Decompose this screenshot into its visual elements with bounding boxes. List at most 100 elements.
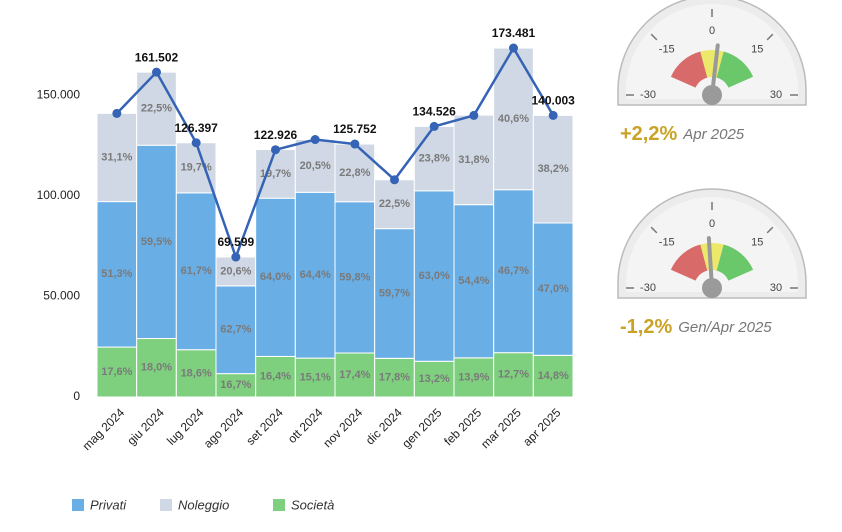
legend-swatch	[273, 499, 285, 511]
total-label: 125.752	[333, 122, 377, 136]
total-label: 161.502	[135, 50, 179, 64]
gauge-tick-label: 0	[709, 25, 715, 37]
segment-label: 16,7%	[220, 379, 251, 391]
y-tick-label: 150.000	[37, 87, 81, 101]
y-tick-label: 100.000	[37, 188, 81, 202]
segment-label: 64,4%	[300, 269, 331, 281]
bar-segment	[255, 355, 296, 398]
bar-segment	[175, 349, 217, 398]
x-tick-label: gen 2025	[399, 405, 445, 451]
total-point	[548, 110, 558, 120]
segment-label: 64,0%	[260, 271, 291, 283]
segment-label: 54,4%	[458, 275, 489, 287]
gauge-value: +2,2% Apr 2025	[620, 123, 745, 145]
y-tick-label: 0	[73, 389, 80, 403]
gauge-tick-label: 30	[770, 89, 782, 101]
gauge-tick-label: -30	[640, 282, 656, 294]
legend-label: Noleggio	[178, 497, 229, 512]
gauge-hub	[702, 278, 722, 298]
total-line	[115, 45, 555, 261]
gauge-tick-label: -15	[659, 44, 675, 56]
segment-label: 63,0%	[419, 270, 450, 282]
total-point	[112, 108, 122, 118]
segment-label: 20,5%	[300, 160, 331, 172]
gauge-value-text: -1,2%	[620, 316, 672, 338]
segment-label: 46,7%	[498, 265, 529, 277]
total-point	[271, 145, 280, 155]
segment-label: 14,8%	[538, 370, 569, 382]
y-tick-label: 50.000	[43, 289, 80, 303]
segment-label: 13,9%	[458, 371, 489, 383]
total-point	[350, 139, 360, 149]
segment-label: 20,6%	[220, 265, 251, 277]
bar-segment	[334, 143, 376, 203]
segment-label: 47,0%	[538, 283, 569, 295]
segment-label: 31,8%	[458, 154, 489, 166]
gauge-tick-label: 15	[751, 44, 763, 56]
bar-segment	[136, 144, 177, 340]
bar-segment	[374, 179, 415, 230]
segment-label: 18,0%	[141, 362, 172, 374]
bar-segment	[255, 197, 296, 357]
gauge-tick	[650, 33, 658, 41]
bar-segment	[96, 201, 138, 348]
gauge-tick-label: 30	[770, 282, 782, 294]
segment-label: 31,1%	[101, 151, 132, 163]
bar-segment	[413, 125, 455, 192]
total-point	[390, 175, 399, 185]
segment-label: 23,8%	[419, 153, 450, 165]
segment-label: 59,8%	[339, 271, 370, 283]
segment-label: 61,7%	[181, 265, 212, 277]
total-point	[231, 252, 241, 262]
total-label: 134.526	[412, 105, 456, 119]
legend-swatch	[160, 499, 172, 511]
segment-label: 59,7%	[379, 287, 410, 299]
gauge-period: Gen/Apr 2025	[678, 319, 772, 336]
x-tick-label: giu 2024	[124, 405, 167, 448]
gauge-tick-label: 0	[709, 218, 715, 230]
gauge-tick-label: -30	[640, 89, 656, 101]
gauge-tick	[766, 33, 774, 41]
legend-label: Società	[291, 497, 334, 512]
bar-segment	[334, 352, 376, 398]
gauge-zone	[670, 51, 708, 88]
segment-label: 62,7%	[220, 324, 251, 336]
total-label: 173.481	[492, 26, 536, 40]
total-point	[469, 110, 479, 120]
gauge-tick-label: 15	[751, 237, 763, 249]
segment-label: 51,3%	[101, 268, 132, 280]
segment-label: 15,1%	[300, 371, 331, 383]
x-tick-label: ago 2024	[201, 405, 247, 451]
bar-segment	[453, 204, 495, 359]
x-tick-label: mar 2025	[478, 405, 524, 451]
bar-segment	[175, 192, 217, 351]
segment-label: 22,8%	[339, 167, 370, 179]
segment-label: 38,2%	[538, 163, 569, 175]
total-label: 122.926	[254, 128, 298, 142]
bar-segment	[96, 346, 138, 398]
bar-segment	[374, 228, 415, 359]
segment-label: 17,6%	[101, 366, 132, 378]
gauge-value-text: +2,2%	[620, 123, 677, 145]
x-tick-label: apr 2025	[520, 405, 564, 449]
bar-segment	[294, 191, 336, 359]
x-tick-label: mag 2024	[80, 405, 128, 453]
segment-label: 59,5%	[141, 236, 172, 248]
segment-label: 22,5%	[379, 198, 410, 210]
segment-label: 18,6%	[181, 367, 212, 379]
gauge-zone	[716, 51, 754, 88]
gauge-zone	[670, 244, 708, 281]
bar-segment	[215, 256, 257, 287]
bar-segment	[255, 148, 296, 199]
gauge-tick	[766, 226, 774, 234]
segment-label: 12,7%	[498, 369, 529, 381]
total-label: 126.397	[174, 121, 218, 135]
segment-label: 17,8%	[379, 372, 410, 384]
bar-segment	[493, 189, 534, 354]
total-point	[509, 43, 518, 53]
total-point	[152, 67, 161, 77]
x-tick-label: set 2024	[243, 405, 286, 448]
segment-label: 13,2%	[419, 373, 450, 385]
total-label: 140.003	[531, 94, 575, 108]
